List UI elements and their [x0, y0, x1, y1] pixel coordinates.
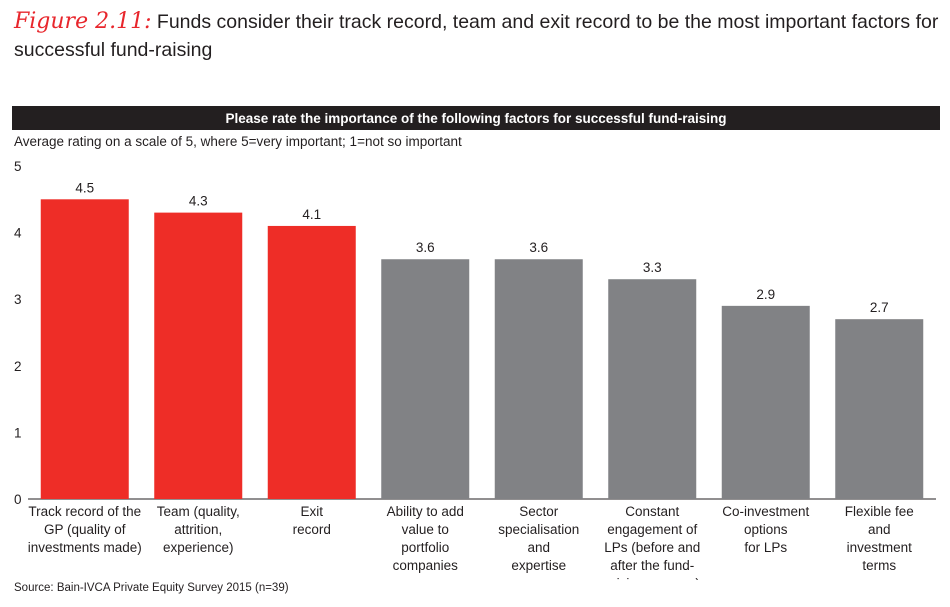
- bar: [267, 225, 356, 499]
- source-note: Source: Bain-IVCA Private Equity Survey …: [14, 582, 289, 594]
- y-tick-label: 5: [14, 159, 22, 174]
- bar-value-label: 4.5: [75, 180, 94, 195]
- y-tick-label: 1: [14, 425, 22, 440]
- bar: [40, 199, 129, 500]
- x-tick-label: Exit record: [293, 504, 331, 537]
- bar: [494, 259, 583, 499]
- bar-value-label: 2.9: [756, 287, 775, 302]
- x-tick-label: Track record of the GP (quality of investm…: [28, 504, 142, 555]
- bar: [154, 212, 243, 499]
- bar-value-label: 3.6: [416, 240, 435, 255]
- bar: [381, 259, 470, 499]
- x-tick-label: Ability to add value to portfolio companies: [387, 504, 464, 573]
- x-tick-label: Flexible fee and investment terms: [845, 504, 914, 573]
- bar-value-label: 4.3: [189, 194, 208, 209]
- bar-chart: 0 1 2 3 4 5 4.5 Track record of the GP (quality …: [14, 159, 936, 580]
- y-tick-label: 4: [14, 226, 22, 241]
- question-banner-text: Please rate the importance of the follow…: [225, 110, 727, 126]
- figure-title: Funds consider their track record, team …: [14, 11, 939, 61]
- question-banner: Please rate the importance of the follow…: [12, 106, 940, 130]
- bar: [721, 305, 810, 499]
- bar-value-label: 3.6: [529, 240, 548, 255]
- bar-value-label: 4.1: [302, 207, 321, 222]
- y-tick-label: 3: [14, 292, 22, 307]
- figure-label: Figure 2.11:: [14, 9, 152, 34]
- x-tick-label: Team (quality, attrition, experience): [157, 504, 240, 555]
- bar-value-label: 3.3: [643, 260, 662, 275]
- chart-subtitle: Average rating on a scale of 5, where 5=…: [14, 134, 462, 149]
- x-tick-label: Co-investment options for LPs: [722, 504, 809, 555]
- x-tick-label: Constant engagement of LPs (before and afte…: [604, 504, 700, 580]
- y-tick-label: 0: [14, 492, 22, 507]
- bar-value-label: 2.7: [870, 300, 889, 315]
- figure-heading: Figure 2.11: Funds consider their track …: [14, 8, 939, 64]
- x-tick-label: Sector specialisation and expertise: [498, 504, 579, 573]
- bar: [835, 319, 924, 499]
- bar: [608, 279, 697, 499]
- y-tick-label: 2: [14, 359, 22, 374]
